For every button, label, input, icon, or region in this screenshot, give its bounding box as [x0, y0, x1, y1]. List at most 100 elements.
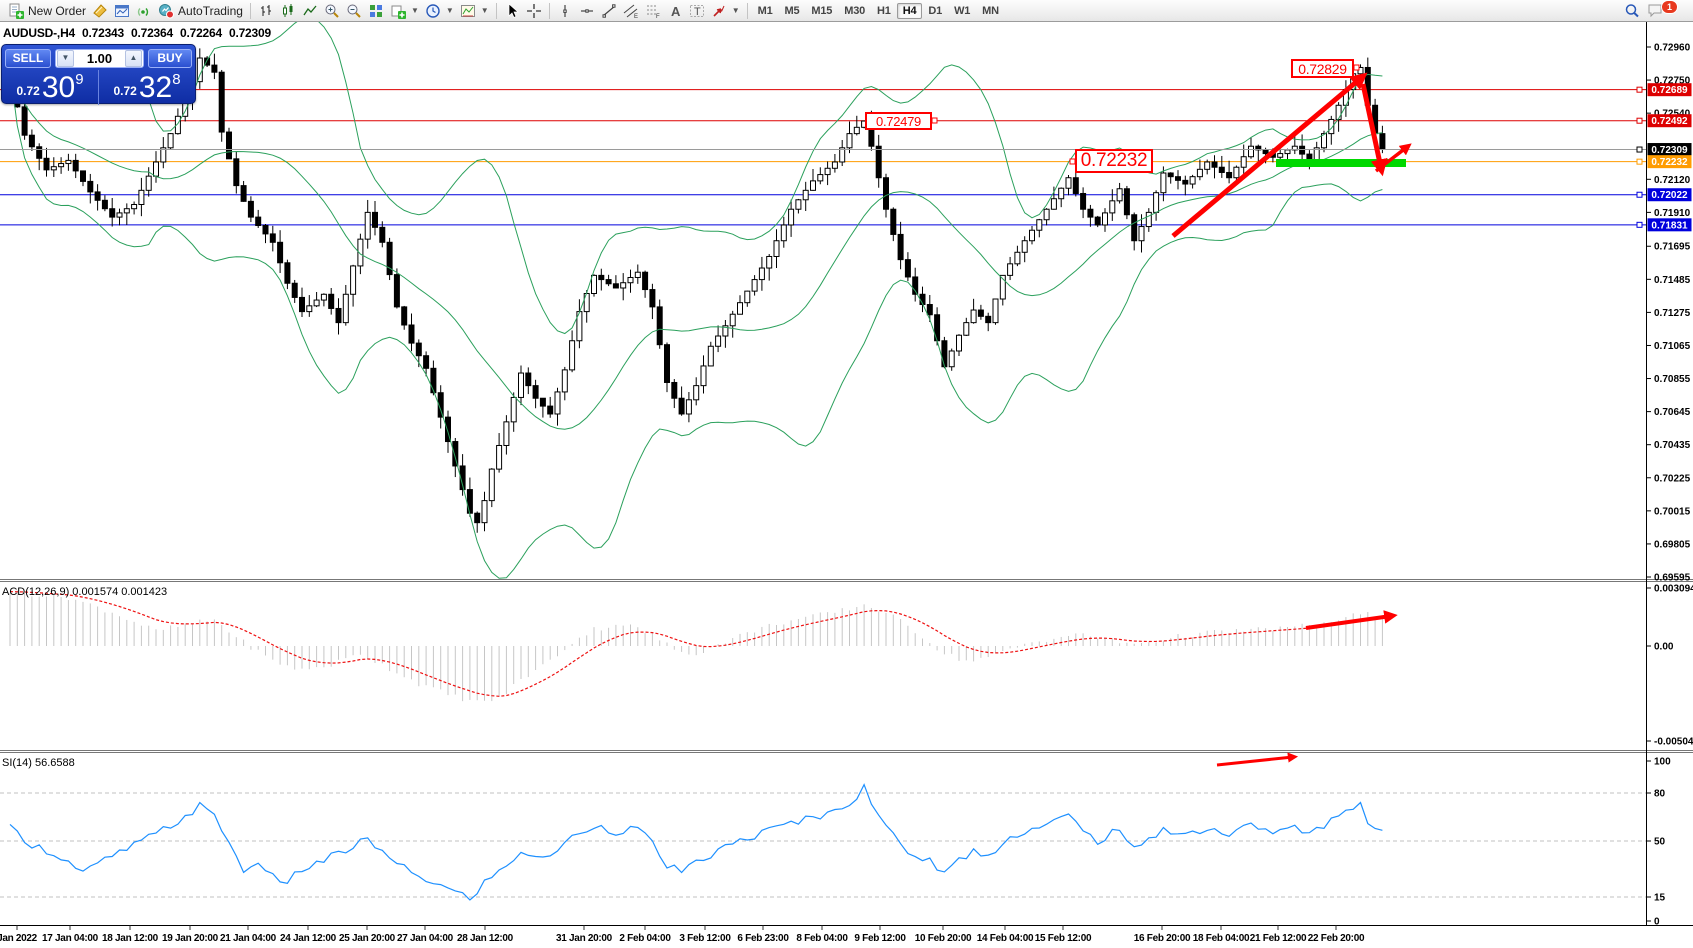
zoom-in-icon [324, 3, 340, 19]
green-support-bar [1276, 159, 1406, 167]
tab-timeframe-h4[interactable]: H4 [896, 2, 923, 19]
volume-increase-icon[interactable]: ▲ [125, 50, 142, 67]
candlestick-button[interactable] [277, 1, 299, 21]
sell-price-big: 30 [41, 71, 76, 104]
text-icon: A [667, 3, 683, 19]
search-button[interactable] [1621, 1, 1643, 21]
text-button[interactable]: A [664, 1, 686, 21]
svg-text:0: 0 [1654, 917, 1660, 928]
new-chart-button[interactable]: ▼ [387, 1, 422, 21]
volume-value[interactable]: 1.00 [86, 51, 113, 66]
annotations-layer[interactable] [931, 64, 1412, 767]
period-button[interactable]: ▼ [422, 1, 457, 21]
profiles-icon [460, 3, 476, 19]
tab-timeframe-m30[interactable]: M30 [844, 4, 866, 17]
trend-arrow [1171, 72, 1368, 238]
tab-timeframe-mn[interactable]: MN [982, 4, 999, 17]
autotrading-icon [158, 3, 175, 19]
sell-price-prefix: 0.72 [16, 84, 40, 98]
horizontal-line-button[interactable] [576, 1, 598, 21]
svg-text:0.69805: 0.69805 [1654, 539, 1691, 550]
svg-text:0.71831: 0.71831 [1651, 220, 1688, 231]
tab-timeframe-m1[interactable]: M1 [757, 4, 773, 17]
profiles-button[interactable]: ▼ [457, 1, 492, 21]
buy-button[interactable]: BUY [148, 49, 192, 68]
svg-text:0.71065: 0.71065 [1654, 341, 1691, 352]
svg-text:10 Feb 20:00: 10 Feb 20:00 [915, 933, 972, 944]
crosshair-icon [526, 3, 542, 19]
signal-icon [136, 3, 152, 19]
chart-window-icon [114, 3, 130, 19]
ohlc-high: 0.72364 [131, 26, 173, 40]
toolbar-separator [249, 2, 251, 19]
bollinger-layer [9, 16, 1383, 579]
volume-stepper[interactable]: ▼ 1.00 ▲ [55, 49, 144, 68]
sell-button[interactable]: SELL [5, 49, 51, 68]
tab-timeframe-h1[interactable]: H1 [877, 4, 891, 17]
buy-price-prefix: 0.72 [113, 84, 137, 98]
toolbar-separator [746, 2, 748, 19]
cursor-button[interactable] [501, 1, 523, 21]
trendline-button[interactable] [598, 1, 620, 21]
fibonacci-button[interactable]: F [642, 1, 664, 21]
svg-text:ACD(12,26,9) 0.001574 0.001423: ACD(12,26,9) 0.001574 0.001423 [2, 586, 167, 598]
svg-text:21 Jan 04:00: 21 Jan 04:00 [220, 933, 277, 944]
zoom-out-button[interactable] [343, 1, 365, 21]
tile-windows-button[interactable] [365, 1, 387, 21]
signal-button[interactable] [133, 1, 155, 21]
price-label-annotation[interactable]: 0.72479 [865, 112, 932, 130]
svg-text:0.70645: 0.70645 [1654, 407, 1691, 418]
svg-text:19 Jan 20:00: 19 Jan 20:00 [162, 933, 219, 944]
chevron-down-icon: ▼ [731, 6, 740, 15]
bar-chart-button[interactable] [255, 1, 277, 21]
symbol-name: AUDUSD-,H4 [3, 26, 76, 40]
svg-text:SI(14) 56.6588: SI(14) 56.6588 [2, 757, 75, 769]
channel-button[interactable]: E [620, 1, 642, 21]
price-label-annotation[interactable]: 0.72232 [1075, 149, 1153, 173]
toolbar-separator [548, 2, 550, 19]
notifications-button[interactable] [89, 1, 111, 21]
svg-text:0.00: 0.00 [1654, 642, 1674, 653]
vertical-line-button[interactable] [554, 1, 576, 21]
price-axis[interactable]: 0.72960 0.72750 0.72540 0.72120 0.71910 0.716… [1636, 43, 1692, 584]
svg-text:24 Jan 12:00: 24 Jan 12:00 [280, 933, 337, 944]
crosshair-button[interactable] [523, 1, 545, 21]
svg-text:A: A [671, 4, 681, 19]
autotrading-button[interactable]: AutoTrading [155, 1, 246, 21]
svg-text:80: 80 [1654, 789, 1666, 800]
svg-text:0.72309: 0.72309 [1651, 145, 1688, 156]
ohlc-low: 0.72264 [179, 26, 222, 40]
price-label-annotation[interactable]: 0.72829 [1291, 59, 1354, 78]
sell-price[interactable]: 0.72 30 9 [2, 70, 98, 105]
candles-layer [7, 48, 1386, 533]
arrows-button[interactable]: ▼ [708, 1, 743, 21]
text-label-icon: T [689, 3, 705, 19]
bollinger-lower [9, 69, 1383, 579]
svg-text:3 Feb 12:00: 3 Feb 12:00 [679, 933, 731, 944]
svg-text:0.72232: 0.72232 [1651, 157, 1688, 168]
toolbar-separator [495, 2, 497, 19]
svg-text:9 Feb 12:00: 9 Feb 12:00 [854, 933, 906, 944]
tab-timeframe-w1[interactable]: W1 [954, 4, 971, 17]
chat-button[interactable]: 1 [1643, 0, 1688, 21]
chart-window-button[interactable] [111, 1, 133, 21]
tab-timeframe-m15[interactable]: M15 [811, 4, 833, 17]
tab-timeframe-m5[interactable]: M5 [784, 4, 800, 17]
zoom-in-button[interactable] [321, 1, 343, 21]
sell-price-pip: 9 [75, 71, 84, 88]
tab-timeframe-d1[interactable]: D1 [928, 4, 943, 17]
buy-price[interactable]: 0.72 32 8 [98, 70, 195, 105]
line-chart-button[interactable] [299, 1, 321, 21]
text-label-button[interactable]: T [686, 1, 708, 21]
new-order-button[interactable]: New Order [5, 1, 89, 21]
svg-text:0.71695: 0.71695 [1654, 242, 1691, 253]
svg-text:0.72022: 0.72022 [1651, 190, 1688, 201]
trend-arrow [1360, 83, 1388, 177]
time-axis[interactable]: Jan 2022 17 Jan 04:00 18 Jan 12:00 19 Jan 2… [0, 925, 1365, 945]
svg-text:18 Jan 12:00: 18 Jan 12:00 [102, 933, 159, 944]
volume-decrease-icon[interactable]: ▼ [57, 50, 74, 67]
buy-price-big: 32 [138, 71, 173, 104]
svg-text:0.72750: 0.72750 [1654, 76, 1691, 87]
svg-text:27 Jan 04:00: 27 Jan 04:00 [397, 933, 454, 944]
